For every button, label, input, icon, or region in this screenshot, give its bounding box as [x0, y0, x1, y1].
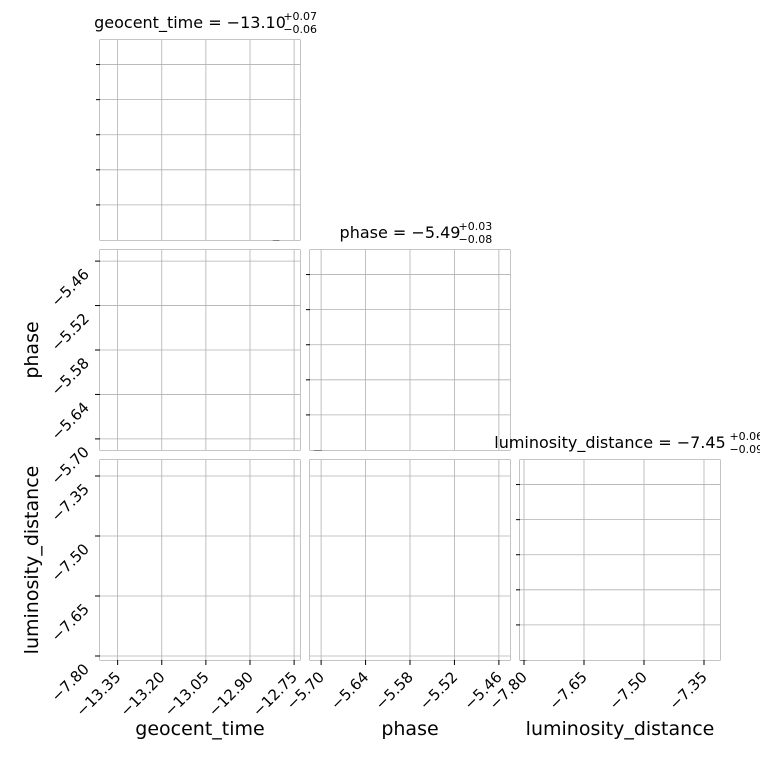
scatter-point — [513, 504, 515, 506]
scatter-point — [513, 533, 515, 535]
panel-bg-geocent_time-luminosity_distance — [100, 460, 300, 660]
scatter-point — [514, 501, 516, 503]
scatter-point — [515, 501, 517, 503]
scatter-point — [512, 558, 514, 560]
scatter-point — [514, 504, 516, 506]
scatter-point — [513, 542, 515, 544]
scatter-point — [515, 538, 517, 540]
scatter-point — [517, 517, 519, 519]
scatter-point — [512, 516, 514, 518]
scatter-point — [517, 507, 519, 509]
scatter-point — [510, 523, 512, 525]
scatter-point — [514, 529, 516, 531]
scatter-point — [510, 536, 512, 538]
scatter-point — [517, 521, 519, 523]
scatter-point — [514, 513, 516, 515]
scatter-point — [511, 468, 513, 470]
scatter-point — [511, 490, 513, 492]
scatter-point — [515, 529, 517, 531]
scatter-point — [516, 496, 518, 498]
scatter-point — [510, 502, 512, 504]
scatter-point — [513, 523, 515, 525]
panel-bg-geocent_time — [100, 40, 300, 240]
scatter-point — [516, 494, 518, 496]
scatter-point — [516, 520, 518, 522]
scatter-point — [119, 455, 121, 457]
panel-bg-luminosity_distance — [520, 460, 720, 660]
scatter-point — [516, 527, 518, 529]
scatter-point — [511, 540, 513, 542]
scatter-point — [513, 499, 515, 501]
scatter-point — [511, 510, 513, 512]
scatter-point — [514, 517, 516, 519]
scatter-point — [513, 548, 515, 550]
scatter-point — [515, 517, 517, 519]
scatter-point — [512, 566, 514, 568]
scatter-point — [518, 488, 520, 490]
scatter-point — [514, 523, 516, 525]
scatter-point — [512, 513, 514, 515]
scatter-point — [510, 551, 512, 553]
scatter-point — [515, 509, 517, 511]
scatter-point — [513, 531, 515, 533]
scatter-point — [511, 539, 513, 541]
scatter-point — [512, 518, 514, 520]
scatter-point — [515, 502, 517, 504]
scatter-point — [514, 534, 516, 536]
scatter-point — [516, 525, 518, 527]
scatter-point — [513, 471, 515, 473]
scatter-point — [518, 523, 520, 525]
scatter-point — [511, 520, 513, 522]
scatter-point — [516, 530, 518, 532]
scatter-point — [512, 538, 514, 540]
scatter-point — [178, 247, 180, 249]
scatter-point — [517, 516, 519, 518]
scatter-point — [512, 557, 514, 559]
scatter-point — [511, 510, 513, 512]
scatter-point — [513, 527, 515, 529]
scatter-point — [513, 492, 515, 494]
scatter-point — [516, 482, 518, 484]
scatter-point — [518, 537, 520, 539]
scatter-point — [515, 542, 517, 544]
scatter-point — [513, 521, 515, 523]
scatter-point — [511, 517, 513, 519]
scatter-point — [518, 511, 520, 513]
scatter-point — [515, 550, 517, 552]
scatter-point — [515, 514, 517, 516]
scatter-point — [518, 548, 520, 550]
scatter-point — [518, 541, 520, 543]
scatter-point — [516, 494, 518, 496]
scatter-point — [514, 555, 516, 557]
scatter-point — [510, 497, 512, 499]
scatter-point — [510, 481, 512, 483]
scatter-point — [513, 516, 515, 518]
scatter-point — [511, 518, 513, 520]
scatter-point — [515, 513, 517, 515]
scatter-point — [512, 514, 514, 516]
scatter-point — [514, 523, 516, 525]
scatter-point — [512, 497, 514, 499]
scatter-point — [513, 515, 515, 517]
axes-layer — [95, 40, 720, 665]
scatter-point — [514, 509, 516, 511]
scatter-point — [511, 493, 513, 495]
scatter-point — [517, 479, 519, 481]
scatter-point — [511, 526, 513, 528]
scatter-point — [517, 488, 519, 490]
scatter-point — [511, 516, 513, 518]
scatter-point — [512, 535, 514, 537]
scatter-point — [511, 476, 513, 478]
scatter-point — [450, 455, 452, 457]
scatter-point — [515, 502, 517, 504]
scatter-point — [518, 501, 520, 503]
